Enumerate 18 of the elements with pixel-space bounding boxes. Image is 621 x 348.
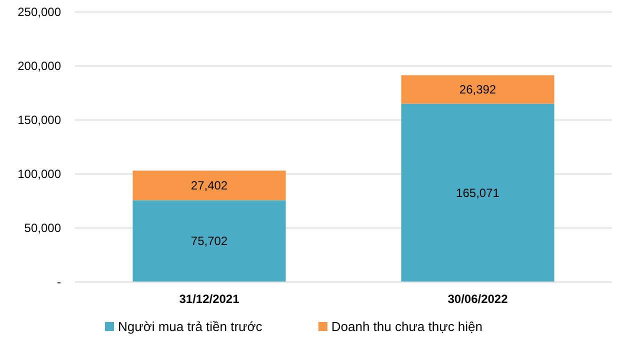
y-tick-label: 150,000 [18,113,62,127]
bar [132,170,286,200]
bar [401,75,554,104]
data-label: 165,071 [456,186,500,200]
legend-label: Doanh thu chưa thực hiện [331,319,483,334]
data-label: 75,702 [190,234,228,248]
data-label: 27,402 [190,178,228,192]
y-tick-label: 200,000 [18,59,62,73]
bar [401,104,554,282]
y-tick-label: - [57,275,61,289]
data-label: 26,392 [459,82,496,96]
y-tick-label: 100,000 [18,167,62,181]
x-tick-label: 31/12/2021 [179,292,240,306]
y-tick-label: 250,000 [18,5,62,19]
legend-label: Người mua trả tiền trước [118,319,263,334]
x-tick-label: 30/06/2022 [448,292,508,306]
bar [132,200,286,282]
y-tick-label: 50,000 [24,221,62,235]
